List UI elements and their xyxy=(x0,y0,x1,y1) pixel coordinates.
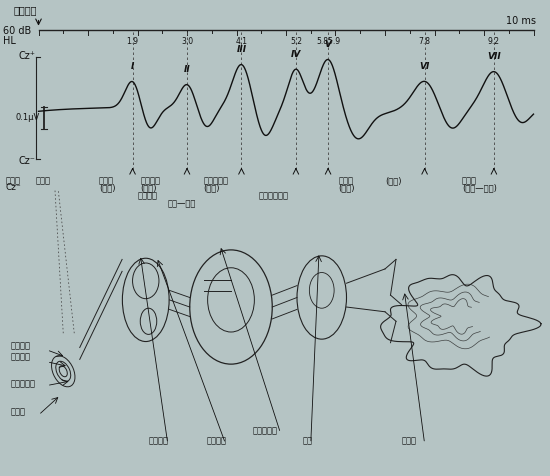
Text: IV: IV xyxy=(291,50,301,59)
Text: 外侧丘系核: 外侧丘系核 xyxy=(253,426,278,436)
Text: III: III xyxy=(236,45,246,54)
Text: (丘脑—皮层): (丘脑—皮层) xyxy=(462,183,497,192)
Text: 5.85.9: 5.85.9 xyxy=(316,37,340,46)
Text: (中脑): (中脑) xyxy=(338,183,355,192)
Text: Cz⁻: Cz⁻ xyxy=(19,156,36,166)
Text: (脑桥): (脑桥) xyxy=(140,183,157,192)
Text: 内膝体: 内膝体 xyxy=(402,436,416,445)
Text: 外侧丘系核: 外侧丘系核 xyxy=(204,176,228,185)
Text: (丘脑): (丘脑) xyxy=(385,176,402,185)
Text: 耳蜗螺旋器: 耳蜗螺旋器 xyxy=(11,379,36,388)
Text: 内毛细胞: 内毛细胞 xyxy=(11,341,31,350)
Text: I: I xyxy=(131,62,134,71)
Text: 下丘（中脑）: 下丘（中脑） xyxy=(258,191,289,200)
Text: 内膝体: 内膝体 xyxy=(338,176,353,185)
Text: 上橄榄核: 上橄榄核 xyxy=(140,176,160,185)
Text: 耳蜗腹核: 耳蜗腹核 xyxy=(148,436,168,445)
Text: HL: HL xyxy=(3,36,15,46)
Text: II: II xyxy=(184,65,190,74)
Text: 听神经: 听神经 xyxy=(6,176,20,185)
Text: 60 dB: 60 dB xyxy=(3,26,31,36)
Text: 耳蜗背核: 耳蜗背核 xyxy=(206,436,226,445)
Text: (脑桥): (脑桥) xyxy=(204,183,220,192)
Text: 10 ms: 10 ms xyxy=(506,16,536,27)
Text: 下丘: 下丘 xyxy=(302,436,312,445)
Text: 4.1: 4.1 xyxy=(235,37,248,46)
Text: 耳蜗核: 耳蜗核 xyxy=(99,176,114,185)
Text: Cz⁺: Cz⁺ xyxy=(19,51,36,61)
Text: V: V xyxy=(324,40,332,49)
Text: VI: VI xyxy=(420,62,430,71)
Text: 3.0: 3.0 xyxy=(181,37,193,46)
Text: 0.1μV: 0.1μV xyxy=(15,113,40,122)
Text: 5.2: 5.2 xyxy=(290,37,302,46)
Text: 上橄榄丛: 上橄榄丛 xyxy=(138,191,157,200)
Text: VII: VII xyxy=(487,52,500,61)
Text: 听放线: 听放线 xyxy=(462,176,477,185)
Text: 外毛细胞: 外毛细胞 xyxy=(11,353,31,362)
Text: 脑桥—延髓: 脑桥—延髓 xyxy=(168,199,196,208)
Text: 1.9: 1.9 xyxy=(126,37,139,46)
Text: 听神经: 听神经 xyxy=(11,407,26,416)
Text: 9.2: 9.2 xyxy=(488,37,500,46)
Text: Cz⁻: Cz⁻ xyxy=(6,183,21,192)
Text: 听神经: 听神经 xyxy=(36,176,51,185)
Text: (延脑): (延脑) xyxy=(99,183,116,192)
Text: 7.8: 7.8 xyxy=(419,37,431,46)
Text: 短声刺激: 短声刺激 xyxy=(14,5,37,15)
